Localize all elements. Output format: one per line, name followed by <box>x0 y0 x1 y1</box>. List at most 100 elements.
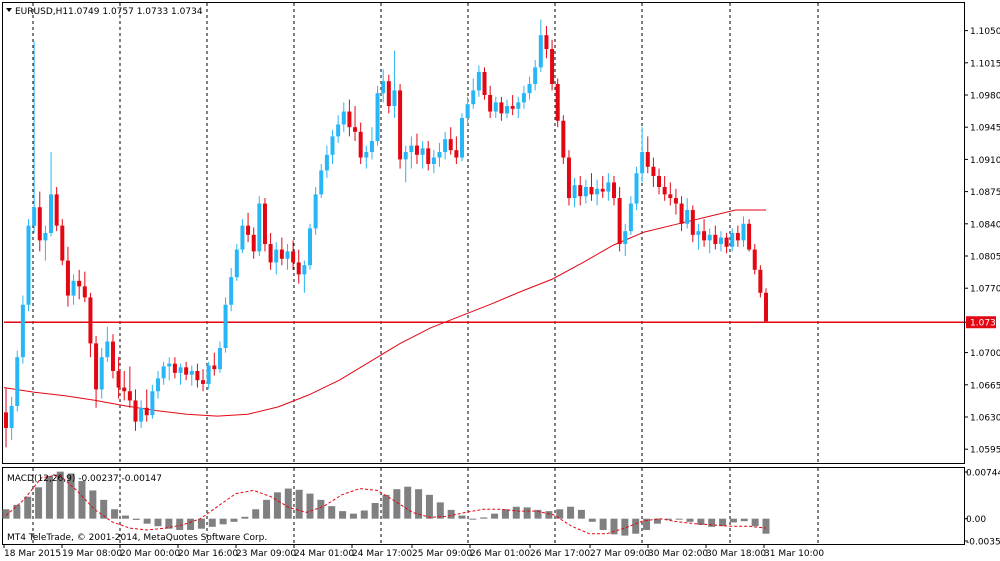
macd-histogram-bar <box>697 518 705 525</box>
price-tick-label: 1.0945 <box>970 124 1000 134</box>
candle-body <box>302 265 307 275</box>
candle-body <box>398 90 403 160</box>
candle-body <box>313 194 318 229</box>
macd-histogram-bar <box>13 504 21 519</box>
candle-body <box>150 391 155 416</box>
candle-body <box>178 367 183 373</box>
candle-body <box>561 120 566 158</box>
macd-histogram-bar <box>458 515 466 519</box>
candle-body <box>454 150 459 158</box>
candle-body <box>713 234 718 245</box>
macd-histogram-bar <box>35 487 43 519</box>
macd-tick-label: -0.00356 <box>966 538 1000 548</box>
candle-body <box>533 67 538 84</box>
price-tick-label: 1.0630 <box>970 414 1000 424</box>
candle-body <box>60 225 65 261</box>
candle-body <box>369 141 374 153</box>
macd-histogram-bar <box>501 509 509 519</box>
candle-body <box>555 83 560 121</box>
macd-histogram-bar <box>653 518 661 524</box>
macd-histogram-bar <box>556 509 564 519</box>
candle-body <box>752 249 757 270</box>
candle-body <box>392 90 397 107</box>
time-tick-label: 18 Mar 2015 <box>4 549 61 559</box>
time-tick-label: 26 Mar 01:00 <box>470 549 530 559</box>
macd-histogram-bar <box>176 518 184 530</box>
candle-body <box>437 152 442 158</box>
price-tick-label: 1.0980 <box>970 92 1000 102</box>
macd-histogram-bar <box>751 518 759 527</box>
candle-body <box>764 292 768 322</box>
macd-histogram-bar <box>534 509 542 519</box>
candle-body <box>724 237 729 247</box>
macd-histogram-bar <box>545 511 553 519</box>
candle-body <box>690 210 695 235</box>
candle-body <box>645 152 650 167</box>
candle-body <box>172 363 177 373</box>
macd-histogram-bar <box>404 486 412 519</box>
macd-histogram-bar <box>67 473 75 519</box>
macd-histogram-bar <box>610 518 618 535</box>
macd-histogram-bar <box>284 488 292 519</box>
candle-body <box>499 102 504 114</box>
candle-body <box>246 225 251 235</box>
macd-histogram-bar <box>708 518 716 527</box>
candle-body <box>353 127 358 132</box>
candle-body <box>257 203 262 252</box>
candle-body <box>426 148 431 164</box>
candle-body <box>634 173 639 204</box>
candle-body <box>572 185 577 199</box>
time-tick-label: 26 Mar 17:00 <box>530 549 590 559</box>
macd-histogram-bar <box>664 518 672 520</box>
macd-histogram-bar <box>382 494 390 519</box>
candle-body <box>414 145 419 155</box>
macd-window-frame <box>2 467 965 545</box>
candle-body <box>679 203 684 224</box>
macd-histogram-bar <box>436 502 444 519</box>
macd-histogram-bar <box>523 507 531 519</box>
candle-body <box>673 198 678 204</box>
candle-body <box>37 207 42 241</box>
candle-body <box>747 223 752 250</box>
macd-histogram-bar <box>599 518 607 530</box>
candle-body <box>527 83 532 94</box>
price-tick-label: 1.1050 <box>970 27 1000 37</box>
macd-histogram-bar <box>219 518 227 525</box>
macd-histogram-bar <box>197 518 205 529</box>
moving-average-line <box>3 209 766 417</box>
macd-histogram-bar <box>45 476 53 519</box>
candle-body <box>347 111 352 128</box>
macd-histogram-bar <box>643 518 651 530</box>
candle-body <box>122 387 127 392</box>
candle-body <box>409 145 414 153</box>
candle-body <box>730 233 735 247</box>
macd-histogram-bar <box>111 509 119 519</box>
macd-histogram-bar <box>588 518 596 522</box>
candle-body <box>20 304 25 358</box>
candle-body <box>201 380 206 384</box>
macd-histogram-bar <box>100 499 108 519</box>
time-tick-label: 25 Mar 09:00 <box>412 549 472 559</box>
candle-body <box>623 231 628 245</box>
price-tick-label: 1.0805 <box>970 253 1000 263</box>
symbol-dropdown-icon[interactable] <box>6 8 12 12</box>
candle-body <box>403 152 408 160</box>
candle-body <box>668 194 673 199</box>
macd-histogram-bar <box>208 518 216 527</box>
symbol-label: EURUSD,H1 <box>15 7 68 17</box>
candle-body <box>718 237 723 245</box>
candle-body <box>493 102 498 112</box>
macd-histogram-bar <box>762 518 770 534</box>
candle-body <box>195 371 200 381</box>
candle-body <box>262 203 267 245</box>
macd-title: MACD(12,26,9) -0.00237 -0.00147 <box>7 474 162 484</box>
macd-histogram-bar <box>230 518 238 522</box>
candle-body <box>139 407 144 422</box>
macd-histogram-bar <box>740 518 748 522</box>
candle-body <box>133 400 138 422</box>
macd-histogram-bar <box>339 511 347 519</box>
macd-histogram-bar <box>469 518 477 520</box>
candle-body <box>606 182 611 192</box>
